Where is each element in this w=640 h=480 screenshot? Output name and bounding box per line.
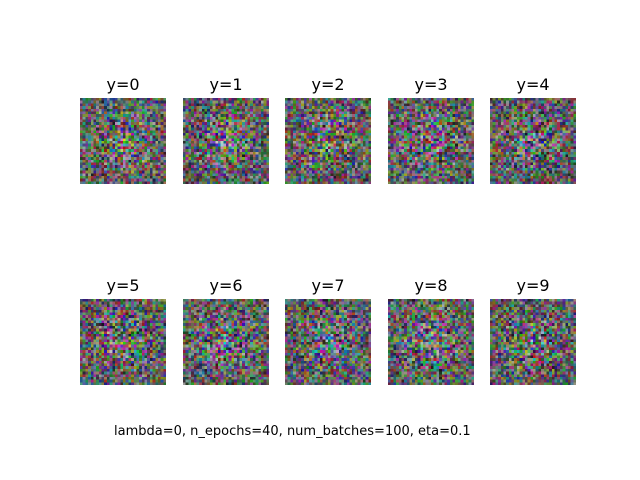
weight-image	[285, 98, 371, 184]
panel-title: y=1	[209, 75, 243, 94]
weight-image	[80, 98, 166, 184]
weight-image	[490, 299, 576, 385]
panel-title: y=8	[414, 276, 448, 295]
weight-image	[490, 98, 576, 184]
weight-image	[183, 98, 269, 184]
weight-image	[285, 299, 371, 385]
panel-title: y=7	[311, 276, 345, 295]
panel-title: y=9	[516, 276, 550, 295]
panel-title: y=5	[106, 276, 140, 295]
weight-image	[388, 98, 474, 184]
weight-image	[183, 299, 269, 385]
weight-image	[80, 299, 166, 385]
panel-title: y=3	[414, 75, 448, 94]
panel-title: y=0	[106, 75, 140, 94]
panel-title: y=4	[516, 75, 550, 94]
panel-title: y=6	[209, 276, 243, 295]
panel-title: y=2	[311, 75, 345, 94]
weight-image	[388, 299, 474, 385]
figure-caption: lambda=0, n_epochs=40, num_batches=100, …	[114, 424, 471, 439]
